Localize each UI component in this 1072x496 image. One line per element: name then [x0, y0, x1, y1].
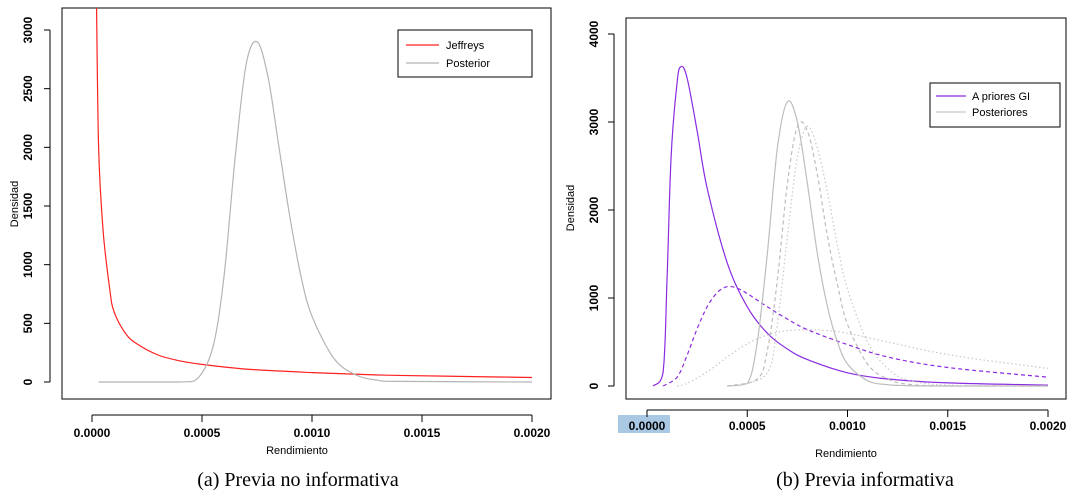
- series-line-jeffreys: [95, 8, 533, 379]
- x-axis-label: Rendimiento: [815, 448, 877, 460]
- x-tick-label: 0.0015: [404, 426, 441, 440]
- legend-label-posteriores: Posteriores: [972, 107, 1028, 119]
- legend-box: [397, 29, 533, 78]
- y-tick-label: 500: [21, 313, 35, 333]
- y-axis-label: Densidad: [9, 181, 21, 227]
- legend-box: [929, 82, 1061, 128]
- y-axis-label: Densidad: [565, 185, 577, 231]
- series-line-a-priores-gi: [652, 65, 1049, 387]
- caption-b: (b) Previa informativa: [776, 469, 954, 491]
- plot-frame: [625, 17, 1067, 400]
- series-line-dashed-1: [662, 285, 1049, 387]
- y-axis: 0 1000 2000 3000 4000: [587, 20, 615, 389]
- series-line-posteriores: [727, 100, 1048, 387]
- legend-label-a-priores: A priores GI: [972, 91, 1030, 103]
- tick-highlight: [618, 415, 670, 433]
- y-tick-label: 2000: [587, 196, 601, 223]
- series-lines: [652, 65, 1049, 387]
- x-tick-label: 0.0010: [294, 426, 331, 440]
- x-tick-label: 0.0000: [74, 426, 111, 440]
- y-tick-label: 0: [587, 382, 601, 389]
- x-tick-label: 0.0005: [184, 426, 221, 440]
- x-axis: 0.0000 0.0005 0.0010 0.0015 0.0020: [74, 414, 551, 440]
- series-line-dashed-3: [727, 121, 1048, 387]
- series-lines: [95, 8, 533, 383]
- plot-frame: [61, 7, 552, 400]
- x-tick-label: 0.0010: [829, 419, 866, 433]
- y-tick-label: 1000: [587, 284, 601, 311]
- series-line-dotted-5: [676, 329, 1049, 387]
- x-axis: 0.0000 0.0005 0.0010 0.0015 0.0020: [629, 409, 1067, 433]
- legend-label-jeffreys: Jeffreys: [446, 40, 485, 52]
- x-tick-label: 0.0005: [729, 419, 766, 433]
- x-axis-label: Rendimiento: [266, 445, 328, 457]
- y-tick-label: 4000: [587, 20, 601, 47]
- legend: Jeffreys Posterior: [397, 29, 533, 78]
- y-tick-label: 3000: [587, 108, 601, 135]
- legend-label-posterior: Posterior: [446, 58, 490, 70]
- caption-a: (a) Previa no informativa: [197, 469, 399, 491]
- y-axis: 0 500 1000 1500 2000 2500 3000: [21, 16, 51, 385]
- y-tick-label: 1500: [21, 192, 35, 219]
- x-tick-label: 0.0015: [929, 419, 966, 433]
- x-tick-label: 0.0020: [514, 426, 551, 440]
- y-tick-label: 3000: [21, 16, 35, 43]
- y-tick-label: 2500: [21, 75, 35, 102]
- y-tick-label: 2000: [21, 134, 35, 161]
- series-line-posterior: [98, 40, 533, 383]
- x-tick-label: 0.0020: [1030, 419, 1067, 433]
- y-tick-label: 1000: [21, 251, 35, 278]
- x-tick-label: 0.0000: [629, 419, 666, 433]
- y-tick-label: 0: [21, 378, 35, 385]
- legend: A priores GI Posteriores: [929, 82, 1061, 128]
